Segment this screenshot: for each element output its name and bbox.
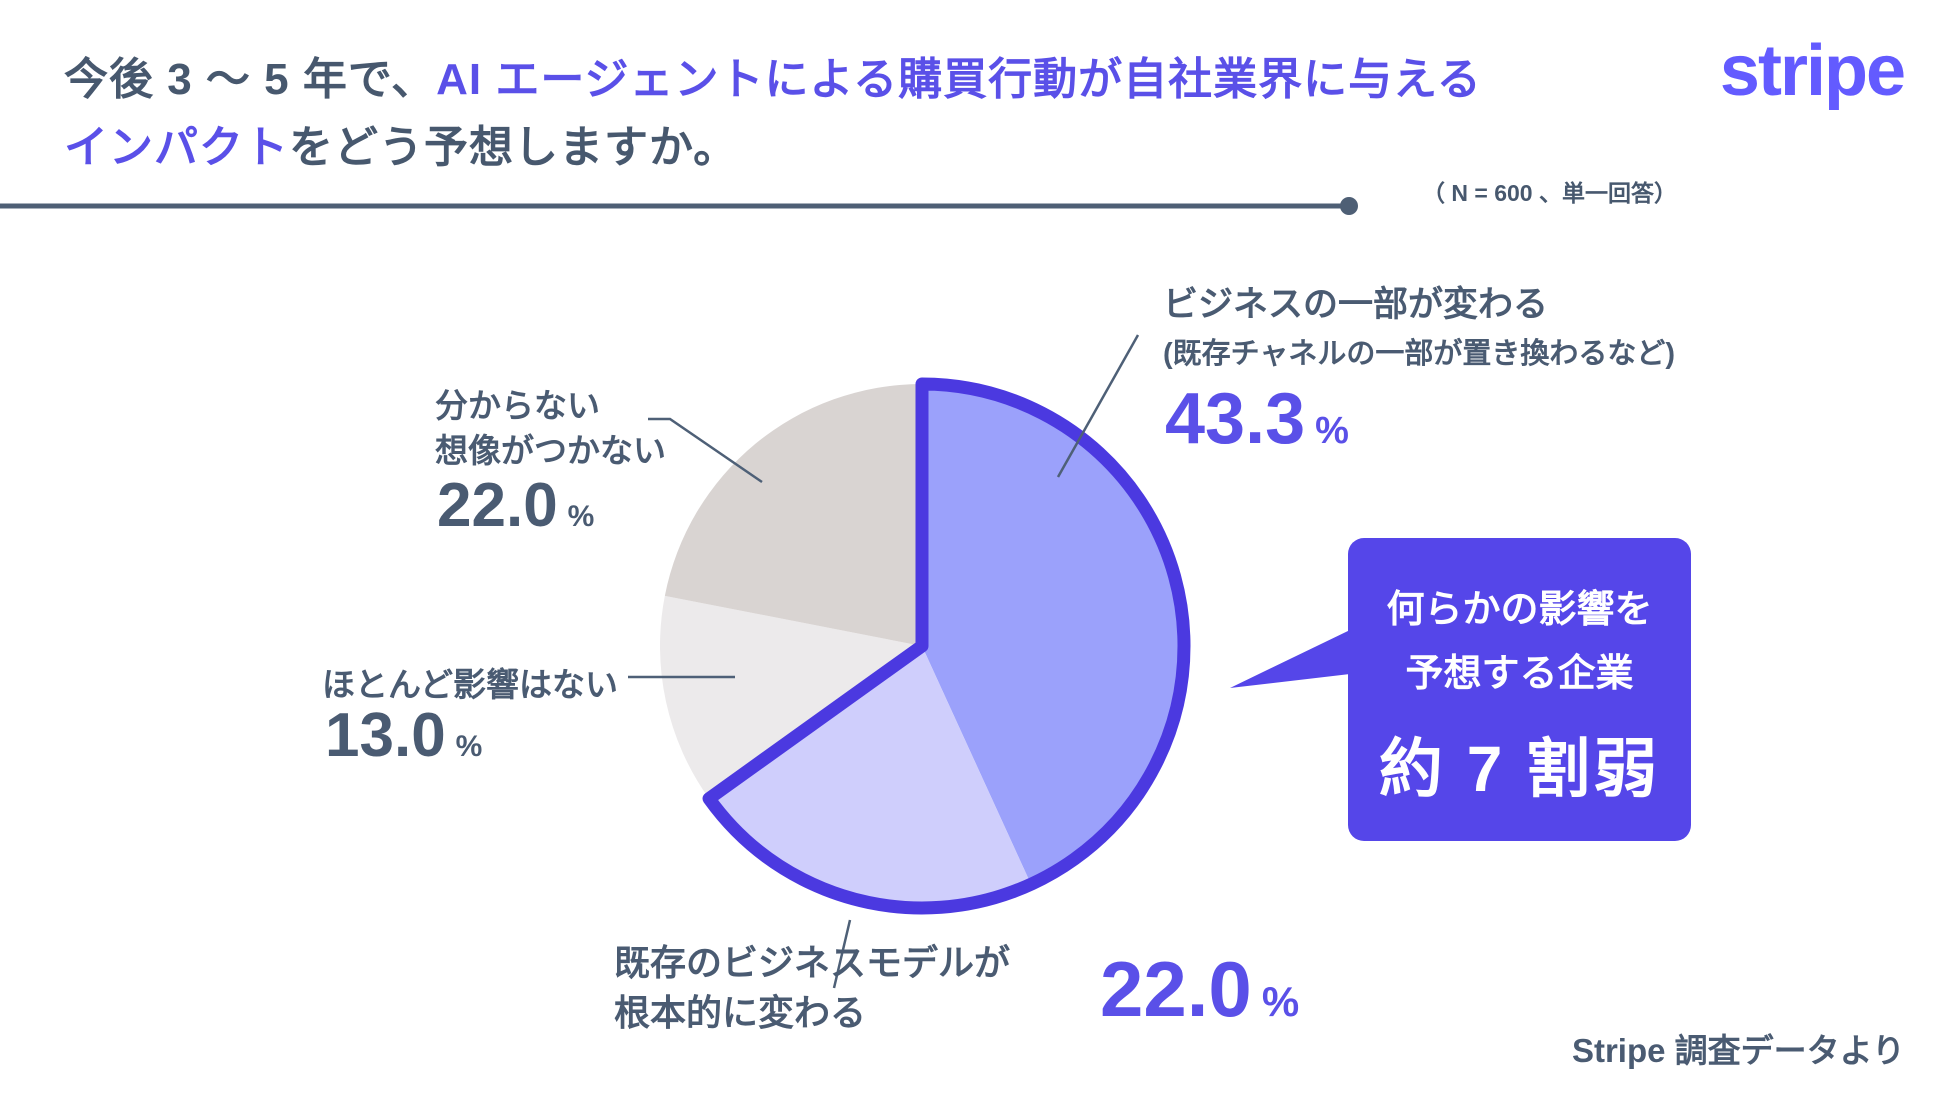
percent-number: 22.0: [1100, 945, 1252, 1033]
percent-sign: %: [1261, 978, 1300, 1025]
percent-number: 22.0: [437, 471, 558, 540]
label-business-partial-change: ビジネスの一部が変わる: [1163, 285, 1549, 324]
callout-emphasis: 約 7 割弱: [1378, 733, 1661, 805]
pie-slice: [660, 595, 922, 799]
percent-sign: %: [455, 730, 483, 763]
label-business-model-change: 既存のビジネスモデルが 根本的に変わる: [614, 938, 1010, 1038]
title-line-1: 今後 3 〜 5 年で、AI エージェントによる購買行動が自社業界に与える: [64, 46, 1482, 114]
value-no-impact: 13.0 %: [325, 700, 482, 771]
label-model-line-1: 既存のビジネスモデルが: [614, 942, 1011, 983]
value-unknown: 22.0 %: [437, 470, 594, 541]
pie-chart: [660, 384, 1184, 908]
label-unknown: 分からない 想像がつかない: [435, 383, 666, 473]
percent-number: 13.0: [325, 701, 446, 770]
callout-pointer-triangle: [1230, 630, 1350, 688]
title-text-accent: インパクト: [64, 123, 289, 172]
sample-size-note: （ N = 600 、単一回答）: [1422, 180, 1677, 206]
page-title: 今後 3 〜 5 年で、AI エージェントによる購買行動が自社業界に与える イン…: [64, 46, 1482, 182]
value-business-partial-change: 43.3 %: [1165, 378, 1349, 460]
value-business-model-change: 22.0 %: [1100, 944, 1299, 1035]
stripe-logo: stripe: [1719, 31, 1906, 111]
callout-line-1: 何らかの影響を: [1386, 589, 1653, 631]
pie-slice: [664, 384, 922, 646]
leader-line-unknown: [648, 417, 763, 484]
title-text-accent: AI エージェントによる購買行動が自社業界に与える: [436, 55, 1482, 104]
percent-sign: %: [567, 500, 595, 533]
title-line-2: インパクトをどう予想しますか。: [64, 114, 1482, 182]
header-divider-dot: [1340, 197, 1358, 215]
percent-sign: %: [1315, 410, 1349, 452]
callout-line-2: 予想する企業: [1405, 653, 1634, 695]
impact-summary-callout: 何らかの影響を 予想する企業 約 7 割弱: [1348, 538, 1691, 841]
data-source-note: Stripe 調査データより: [1571, 1032, 1905, 1069]
title-text: 今後 3 〜 5 年で、: [64, 55, 437, 104]
label-unknown-line-1: 分からない: [435, 387, 600, 424]
label-model-line-2: 根本的に変わる: [614, 992, 867, 1033]
title-text: をどう予想しますか。: [289, 123, 739, 172]
percent-number: 43.3: [1165, 379, 1306, 459]
highlighted-group-outline: [702, 377, 1191, 915]
pie-slice: [709, 646, 1032, 908]
leader-line-model: [832, 919, 852, 989]
label-unknown-line-2: 想像がつかない: [435, 432, 666, 469]
label-no-impact: ほとんど影響はない: [322, 666, 619, 703]
sublabel-business-partial-change: (既存チャネルの一部が置き換わるなど): [1163, 338, 1676, 370]
leader-line-biz: [1056, 334, 1140, 478]
pie-slice: [922, 384, 1184, 885]
